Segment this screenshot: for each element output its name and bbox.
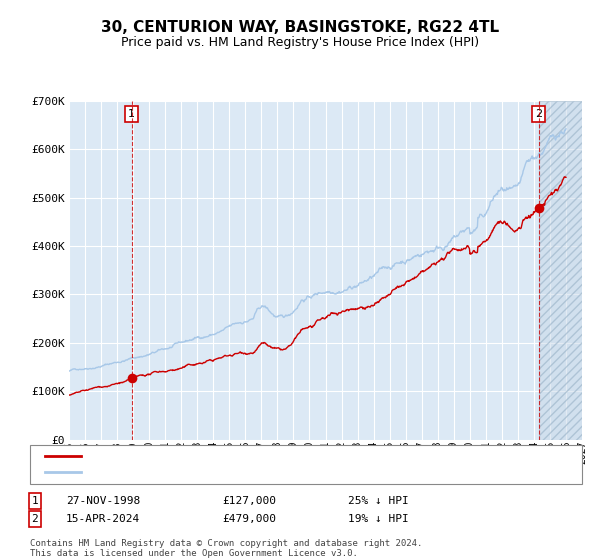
Text: £127,000: £127,000 xyxy=(222,496,276,506)
Text: 1: 1 xyxy=(31,496,38,506)
Text: 27-NOV-1998: 27-NOV-1998 xyxy=(66,496,140,506)
Text: 19% ↓ HPI: 19% ↓ HPI xyxy=(348,514,409,524)
Text: Price paid vs. HM Land Registry's House Price Index (HPI): Price paid vs. HM Land Registry's House … xyxy=(121,36,479,49)
Text: 2: 2 xyxy=(31,514,38,524)
Text: 1: 1 xyxy=(128,109,135,119)
Text: HPI: Average price, detached house, Basingstoke and Deane: HPI: Average price, detached house, Basi… xyxy=(87,466,443,477)
Text: 25% ↓ HPI: 25% ↓ HPI xyxy=(348,496,409,506)
Bar xyxy=(539,101,582,440)
Text: 30, CENTURION WAY, BASINGSTOKE, RG22 4TL (detached house): 30, CENTURION WAY, BASINGSTOKE, RG22 4TL… xyxy=(87,451,443,461)
Text: 30, CENTURION WAY, BASINGSTOKE, RG22 4TL: 30, CENTURION WAY, BASINGSTOKE, RG22 4TL xyxy=(101,20,499,35)
Text: 2: 2 xyxy=(535,109,542,119)
Text: £479,000: £479,000 xyxy=(222,514,276,524)
Text: 15-APR-2024: 15-APR-2024 xyxy=(66,514,140,524)
Text: Contains HM Land Registry data © Crown copyright and database right 2024.
This d: Contains HM Land Registry data © Crown c… xyxy=(30,539,422,558)
Bar xyxy=(539,101,582,440)
